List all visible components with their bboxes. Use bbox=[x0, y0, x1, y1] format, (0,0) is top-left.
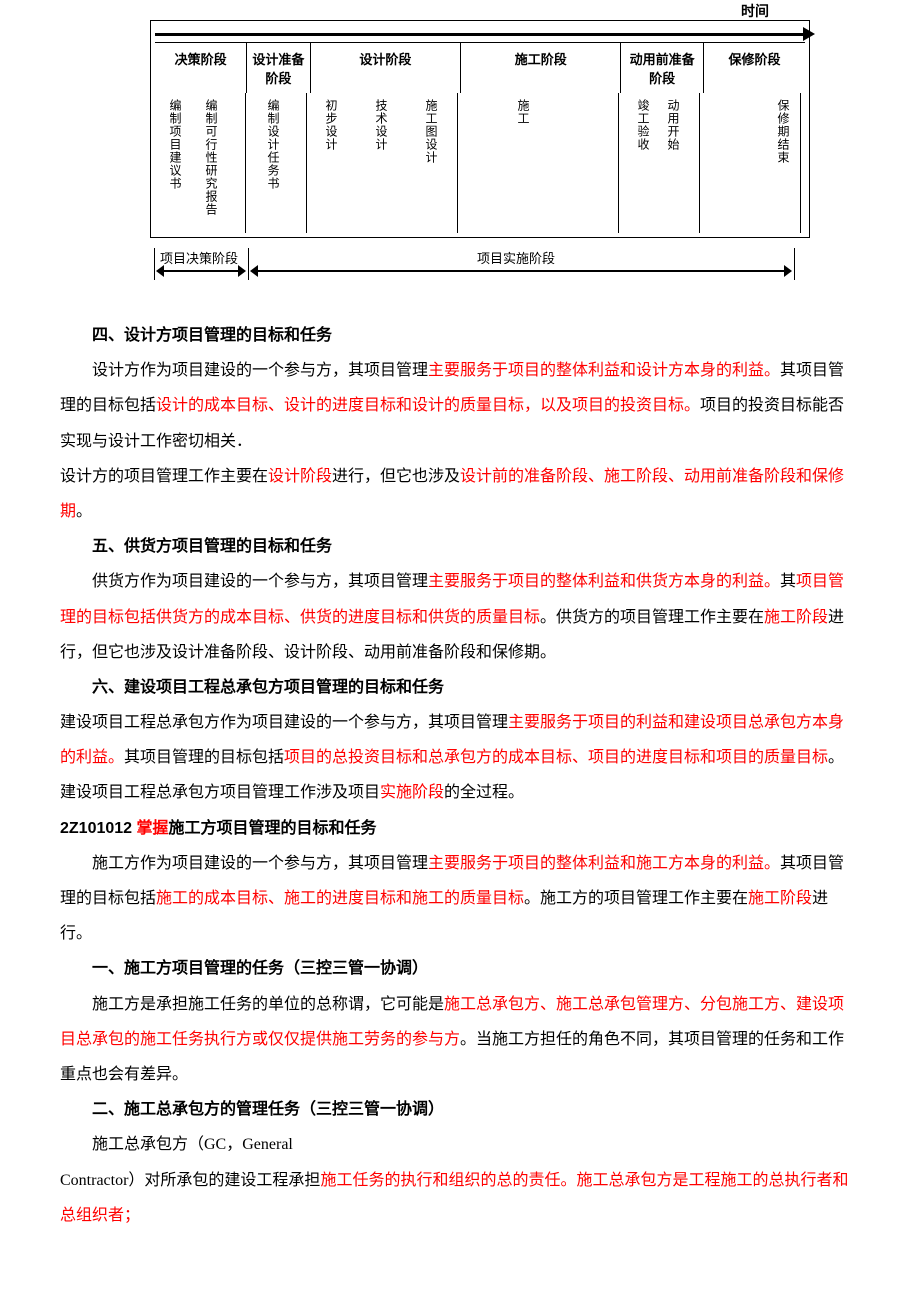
section-6-title: 六、建设项目工程总承包方项目管理的目标和任务 bbox=[60, 670, 860, 705]
section-4-para2: 设计方的项目管理工作主要在设计阶段进行，但它也涉及设计前的准备阶段、施工阶段、动… bbox=[60, 459, 860, 529]
phase-header-cell: 动用前准备阶段 bbox=[621, 43, 704, 93]
decision-stage-label: 项目决策阶段 bbox=[160, 248, 238, 267]
stage-brackets: 项目决策阶段 项目实施阶段 bbox=[150, 248, 810, 298]
phase-header-cell: 保修阶段 bbox=[704, 43, 805, 93]
phase-vertical-label: 施工 bbox=[515, 99, 532, 125]
time-axis-label: 时间 bbox=[741, 1, 769, 21]
phase-header-row: 决策阶段设计准备阶段设计阶段施工阶段动用前准备阶段保修阶段 bbox=[155, 42, 805, 93]
phase-header-cell: 设计准备阶段 bbox=[247, 43, 310, 93]
phase-vertical-label: 技术设计 bbox=[373, 99, 390, 151]
phase-vertical-label: 竣工验收 bbox=[635, 99, 652, 151]
phase-vertical-label: 初步设计 bbox=[323, 99, 340, 151]
task-1-para: 施工方是承担施工任务的单位的总称谓，它可能是施工总承包方、施工总承包管理方、分包… bbox=[60, 987, 860, 1093]
phase-vertical-label: 动用开始 bbox=[665, 99, 682, 151]
section-4-para: 设计方作为项目建设的一个参与方，其项目管理主要服务于项目的整体利益和设计方本身的… bbox=[60, 353, 860, 459]
phase-header-cell: 设计阶段 bbox=[311, 43, 462, 93]
task-2-para-cont: Contractor）对所承包的建设工程承担施工任务的执行和组织的总的责任。施工… bbox=[60, 1163, 860, 1233]
phase-header-cell: 施工阶段 bbox=[461, 43, 621, 93]
phase-vertical-label: 编制项目建议书 bbox=[167, 99, 184, 190]
document-body: 四、设计方项目管理的目标和任务 设计方作为项目建设的一个参与方，其项目管理主要服… bbox=[60, 318, 860, 1233]
task-2-para: 施工总承包方（GC，General bbox=[60, 1127, 860, 1162]
phase-detail-row: 编制项目建议书 编制可行性研究报告 编制设计任务书 初步设计 技术设计 施工图设计 施工 竣工… bbox=[155, 93, 805, 233]
implementation-stage-label: 项目实施阶段 bbox=[477, 248, 555, 267]
section-5-para: 供货方作为项目建设的一个参与方，其项目管理主要服务于项目的整体利益和供货方本身的… bbox=[60, 564, 860, 670]
phase-vertical-label: 编制设计任务书 bbox=[265, 99, 282, 190]
task-2-title: 二、施工总承包方的管理任务（三控三管一协调） bbox=[60, 1092, 860, 1127]
project-phase-diagram: 时间 决策阶段设计准备阶段设计阶段施工阶段动用前准备阶段保修阶段 编制项目建议书… bbox=[150, 20, 810, 298]
phase-header-cell: 决策阶段 bbox=[155, 43, 247, 93]
timeline-arrow bbox=[155, 33, 805, 36]
section-4-title: 四、设计方项目管理的目标和任务 bbox=[60, 318, 860, 353]
section-5-title: 五、供货方项目管理的目标和任务 bbox=[60, 529, 860, 564]
section-6-para: 建设项目工程总承包方作为项目建设的一个参与方，其项目管理主要服务于项目的利益和建… bbox=[60, 705, 860, 811]
task-1-title: 一、施工方项目管理的任务（三控三管一协调） bbox=[60, 951, 860, 986]
phase-vertical-label: 保修期结束 bbox=[775, 99, 792, 164]
code-section-title: 2Z101012 掌握施工方项目管理的目标和任务 bbox=[60, 811, 860, 846]
phase-vertical-label: 编制可行性研究报告 bbox=[203, 99, 220, 216]
phase-vertical-label: 施工图设计 bbox=[423, 99, 440, 164]
code-section-para: 施工方作为项目建设的一个参与方，其项目管理主要服务于项目的整体利益和施工方本身的… bbox=[60, 846, 860, 952]
